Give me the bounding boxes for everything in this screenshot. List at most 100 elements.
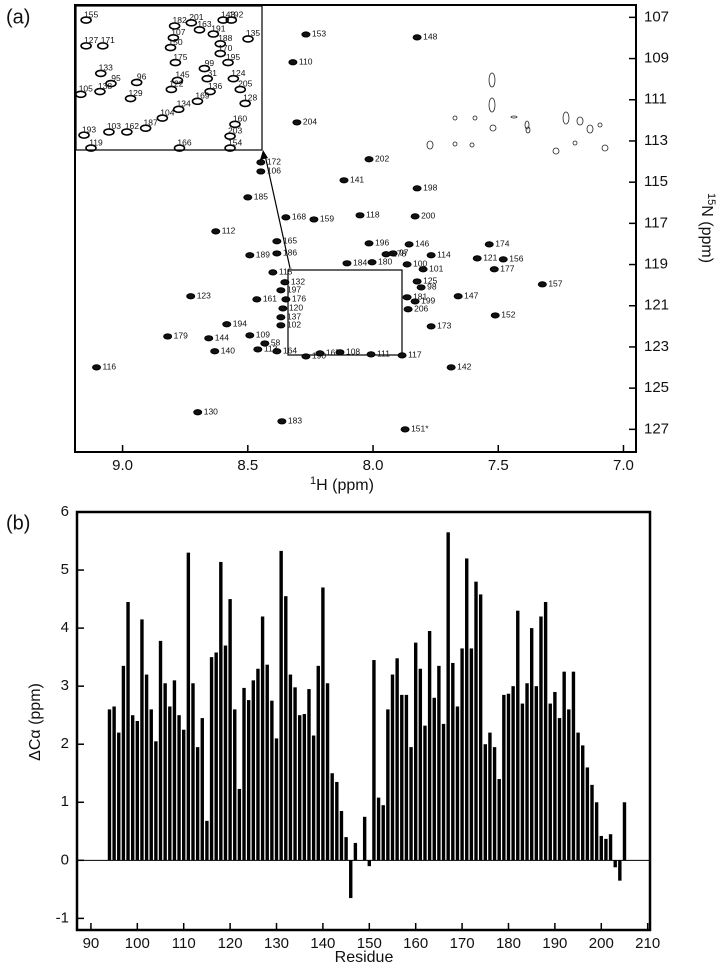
bar — [233, 709, 237, 861]
inset-peak-label: 103 — [107, 121, 121, 131]
x-tick-label: 7.5 — [488, 457, 509, 474]
inset-peak-label: 135 — [246, 28, 260, 38]
plot-frame — [74, 4, 637, 453]
bar — [321, 587, 325, 861]
bar — [451, 662, 455, 861]
bar — [237, 788, 242, 861]
bar — [163, 683, 167, 861]
peak — [489, 266, 499, 273]
inset-peak — [156, 114, 169, 122]
peak-label: 123 — [197, 291, 211, 301]
bar — [506, 693, 511, 861]
peak-label: 112 — [222, 226, 236, 236]
peak — [355, 212, 365, 219]
inset-peak — [167, 34, 180, 42]
bar — [539, 616, 543, 861]
y-tick-label: 107 — [644, 8, 669, 25]
bar — [172, 680, 177, 861]
bar — [599, 835, 603, 861]
peak-label: 183 — [288, 416, 302, 426]
peak-label: 116 — [103, 362, 117, 372]
inset-peak — [198, 64, 211, 73]
x-tick-label: 7.0 — [613, 457, 634, 474]
bar — [107, 709, 112, 861]
inset-peak — [85, 144, 97, 152]
peak — [472, 255, 482, 262]
superscript: 15 — [705, 193, 717, 205]
peak — [281, 214, 291, 221]
bar — [154, 741, 158, 861]
bar — [548, 703, 552, 861]
bar — [529, 628, 534, 861]
peak — [256, 168, 266, 175]
peak — [412, 278, 422, 285]
peak — [335, 349, 345, 356]
peak-label: 168 — [292, 212, 306, 222]
bar — [195, 747, 200, 861]
bar — [460, 648, 464, 861]
bar — [325, 683, 330, 861]
bar — [562, 671, 566, 861]
inset-peak-label: 188 — [218, 33, 232, 43]
inset-peak — [224, 144, 236, 152]
peak — [252, 296, 262, 303]
panel-label: (a) — [6, 6, 30, 28]
inset-peak-label: 191 — [211, 23, 225, 33]
inset-peak — [185, 19, 198, 27]
bar — [228, 599, 232, 861]
inset-peak — [105, 79, 117, 88]
peak — [367, 259, 377, 266]
inset-peak — [234, 85, 247, 94]
peak — [388, 250, 398, 257]
bar — [144, 674, 149, 861]
peak-label: 153 — [312, 29, 326, 39]
peak-label: 167 — [326, 348, 340, 358]
bar — [543, 601, 548, 861]
axis-title-text: H (ppm) — [316, 477, 374, 494]
bar — [395, 658, 399, 861]
inset-peak-label: 155 — [84, 9, 98, 19]
inset-peak-label: 99 — [205, 58, 215, 68]
inset-peak — [103, 128, 115, 136]
peak-label: 176 — [292, 294, 306, 304]
peak — [418, 266, 428, 273]
inset-peak — [78, 131, 90, 139]
inset-peak — [80, 16, 92, 24]
inset-peak — [124, 94, 137, 103]
bar — [594, 802, 599, 861]
peak — [412, 185, 422, 192]
y-tick-label: 123 — [644, 338, 669, 355]
arrow-head — [260, 150, 268, 160]
peak — [222, 321, 232, 328]
inset-peak-label: 145 — [175, 70, 189, 80]
inset-peak — [74, 90, 87, 99]
y-tick-label: 111 — [644, 91, 667, 108]
bar — [168, 706, 172, 861]
bar — [409, 747, 413, 861]
peak-label: 184 — [353, 258, 367, 268]
x-tick-label: 8.5 — [237, 457, 258, 474]
x-tick-label: 160 — [403, 935, 428, 952]
peak-label: 146 — [415, 239, 429, 249]
peak-label: 199 — [421, 296, 435, 306]
peak-label: 196 — [375, 238, 389, 248]
bar — [437, 665, 441, 861]
x-tick-label: 210 — [635, 935, 660, 952]
inset-peak-label: 170 — [218, 43, 232, 53]
inset-peak — [214, 39, 227, 48]
peak-label: 177 — [500, 264, 514, 274]
inset-peak — [239, 99, 251, 108]
bar — [608, 834, 613, 861]
peak — [276, 314, 286, 321]
peak-label: 141 — [350, 175, 364, 185]
inset-peak — [139, 124, 152, 132]
y-tick-label: 127 — [644, 420, 669, 437]
y-tick-label: 113 — [644, 132, 668, 149]
bar — [534, 686, 539, 861]
inset-peak-label: 169 — [195, 91, 209, 101]
inset-peak-label: 143 — [221, 9, 235, 19]
peak — [268, 269, 278, 276]
bar — [400, 694, 404, 861]
peak — [446, 364, 456, 371]
peak — [288, 59, 298, 66]
